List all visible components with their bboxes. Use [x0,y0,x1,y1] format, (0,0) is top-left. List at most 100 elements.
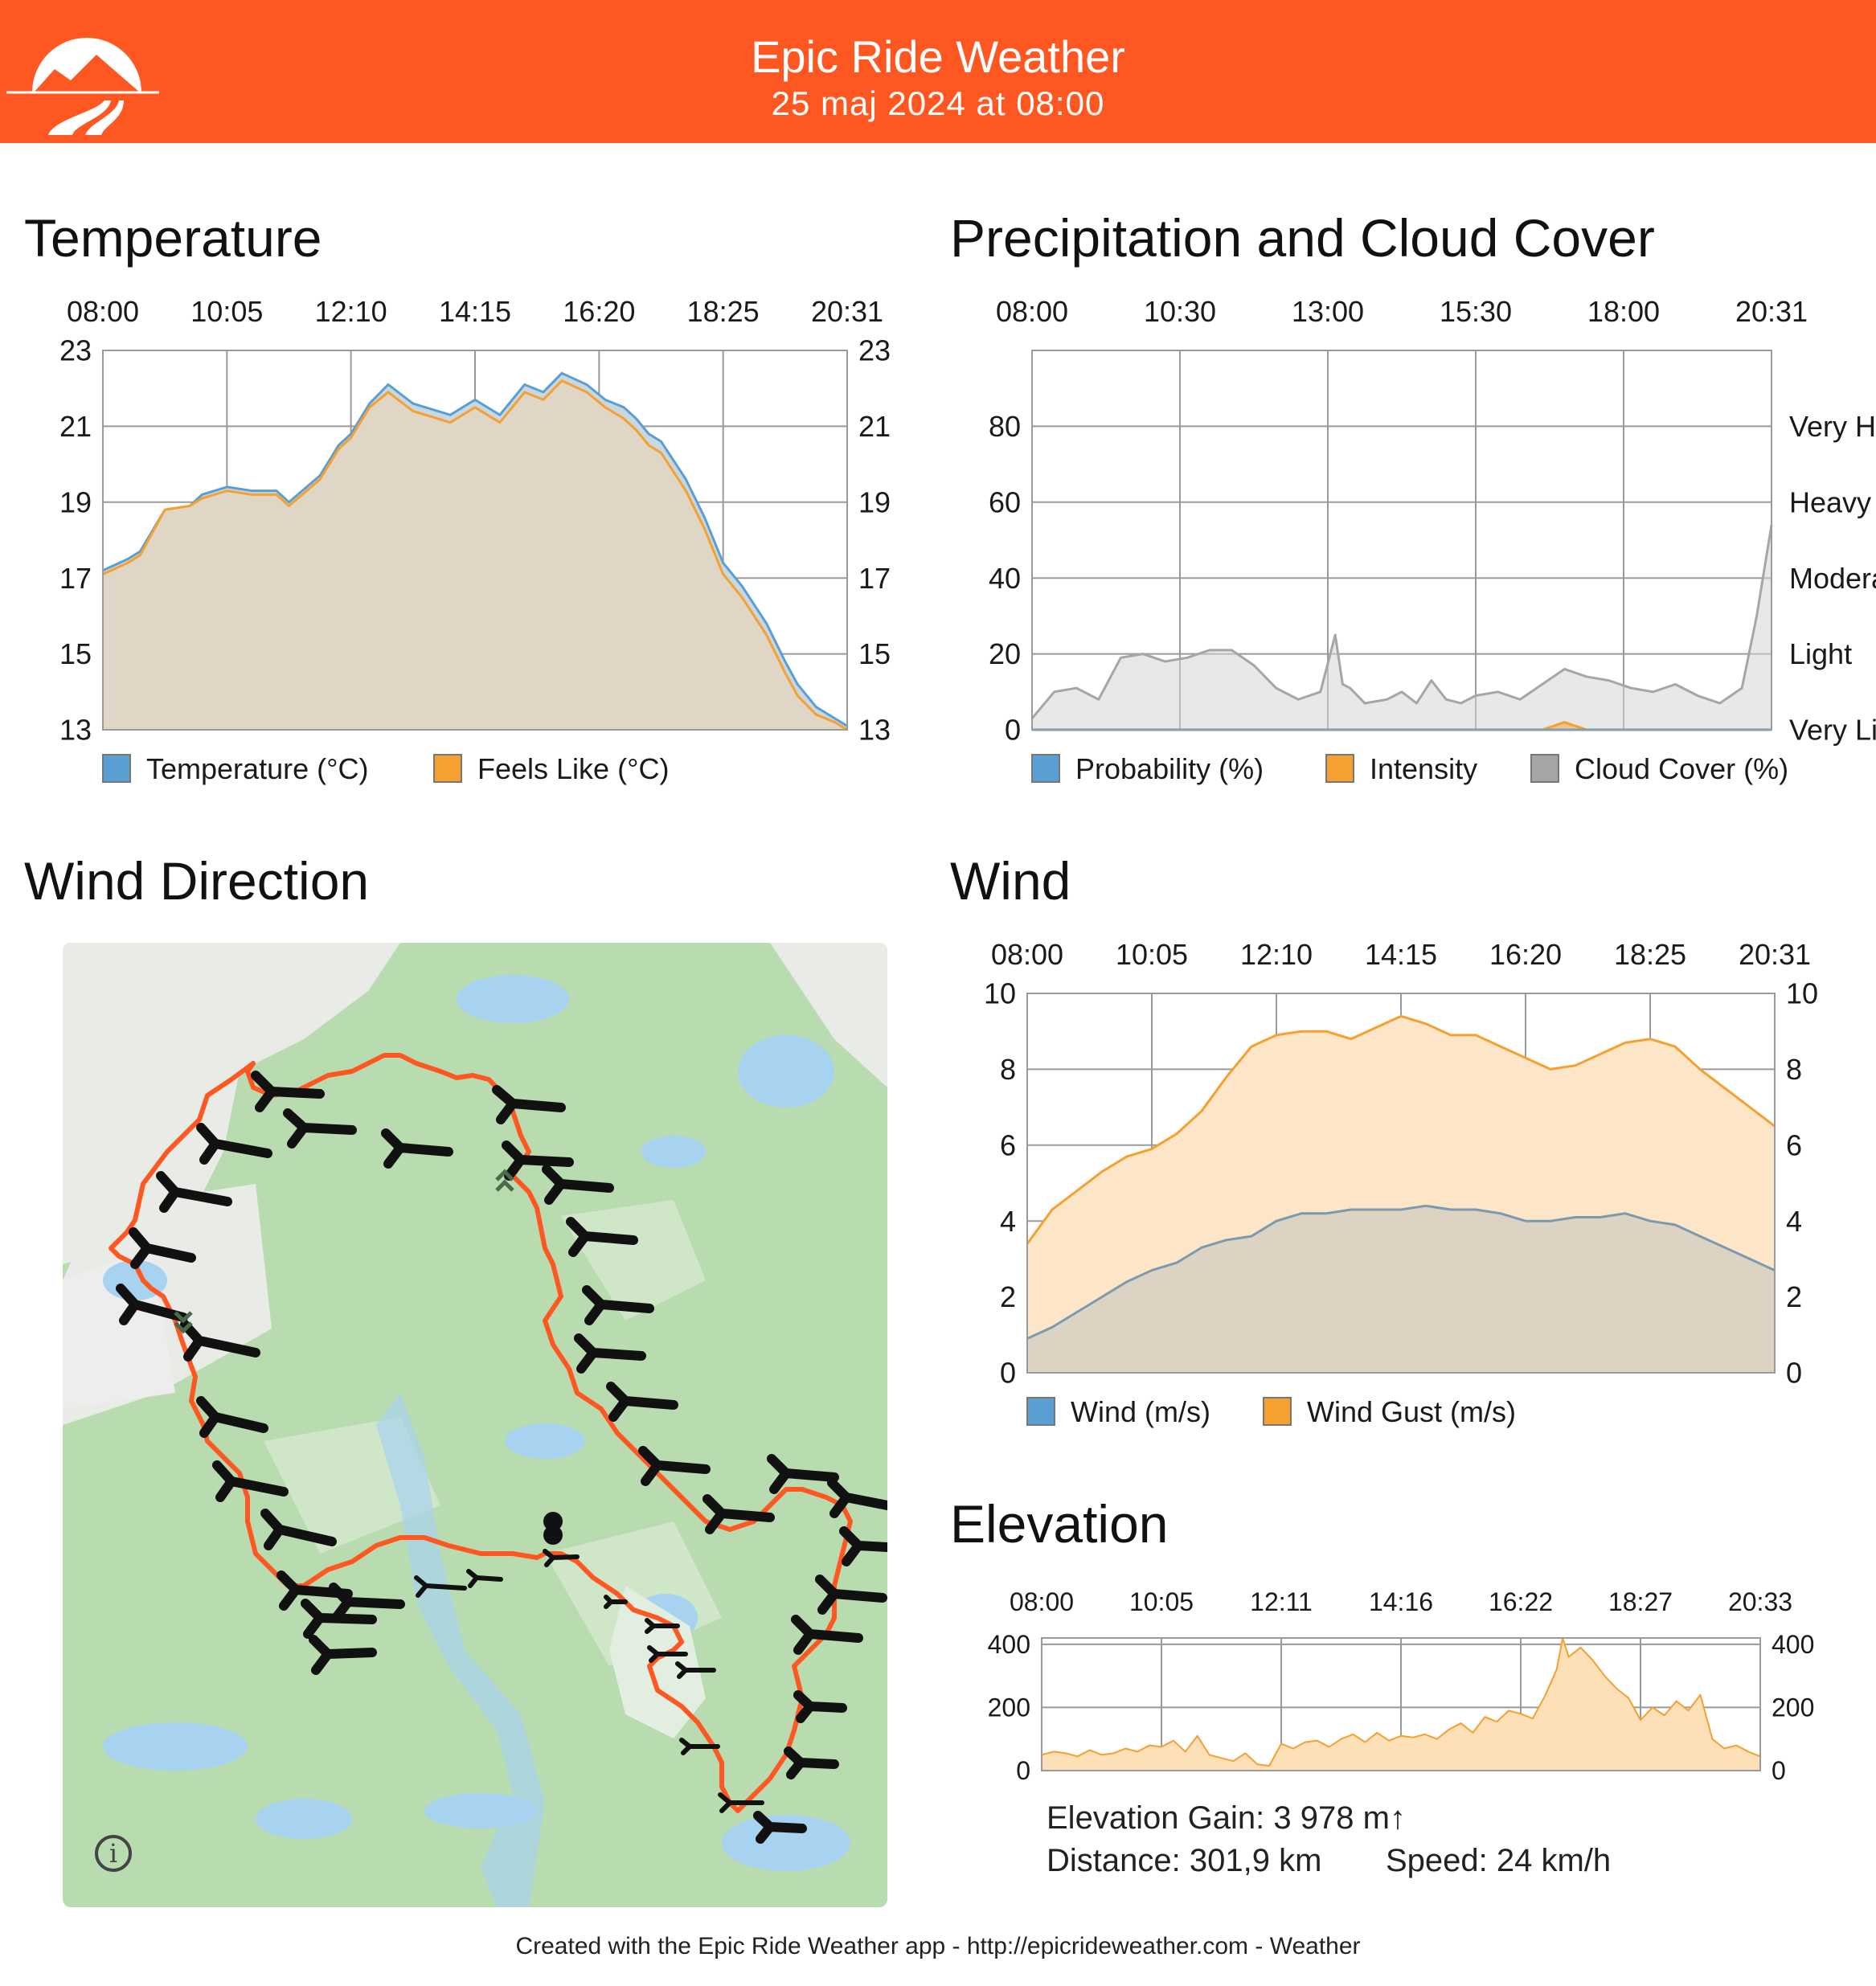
x-tick-label: 10:05 [1129,1587,1194,1616]
map-info-icon[interactable]: i [95,1835,132,1872]
x-tick-label: 12:10 [315,295,387,328]
legend-swatch [1263,1397,1292,1426]
x-tick-label: 18:25 [687,295,760,328]
precipitation-chart: 08:00 10:30 13:00 15:30 18:00 20:31 0 20 40 60 80 V… [989,295,1876,785]
y-tick-label: 60 [989,485,1021,518]
series-area-1 [103,380,847,730]
y2-tick-label: Very Heavy [1789,410,1876,443]
x-tick-label: 20:31 [1735,295,1808,328]
legend-swatch [1325,754,1354,783]
y-tick-label: 10 [984,977,1016,1010]
x-tick-label: 14:15 [439,295,511,328]
y-tick-label: 19 [59,485,92,518]
x-tick-label: 16:20 [1489,938,1562,971]
y-tick-label-right: 200 [1772,1693,1814,1722]
y-tick-label: 8 [1000,1053,1016,1086]
footer: Created with the Epic Ride Weather app -… [0,1933,1876,1960]
x-tick-label: 08:00 [1010,1587,1074,1616]
y-tick-label: 80 [989,410,1021,443]
wind-title: Wind [950,851,1071,911]
x-tick-label: 12:10 [1240,938,1313,971]
x-tick-label: 08:00 [67,295,139,328]
y-tick-label: 21 [59,410,92,443]
y-tick-label-right: 2 [1786,1280,1802,1313]
y-tick-label-right: 13 [858,714,891,747]
y-tick-label: 40 [989,562,1021,595]
x-tick-label: 10:05 [1116,938,1188,971]
x-tick-label: 13:00 [1292,295,1364,328]
elevation-chart: 08:00 10:05 12:11 14:16 16:22 18:27 20:33 0 0 200… [988,1587,1815,1785]
epic-ride-logo-icon [6,38,159,135]
y-tick-label: 20 [989,637,1021,670]
y-tick-label-right: 23 [858,334,891,367]
legend-label: Temperature (°C) [146,752,368,785]
y-tick-label: 2 [1000,1280,1016,1313]
wind-direction-map[interactable]: i [63,943,887,1907]
x-tick-label: 15:30 [1440,295,1512,328]
y2-tick-label: Light [1789,637,1852,670]
y-tick-label: 400 [988,1630,1030,1659]
footer-text: Created with the Epic Ride Weather app -… [515,1933,1270,1959]
footer-weather: Weather [1269,1933,1361,1959]
plot-frame [1031,350,1772,731]
y-tick-label: 6 [1000,1128,1016,1161]
series-area-0 [1027,1206,1775,1373]
distance: Distance: 301,9 km [1047,1843,1322,1878]
y2-tick-label: Very Light [1789,714,1876,747]
speed: Speed: 24 km/h [1386,1843,1612,1878]
y-tick-label-right: 17 [858,562,891,595]
y-tick-label: 0 [1000,1357,1016,1390]
x-tick-label: 18:00 [1587,295,1660,328]
series-line-0 [102,371,848,727]
legend-swatch [433,754,462,783]
x-tick-label: 16:22 [1489,1587,1553,1616]
x-tick-label: 20:31 [1739,938,1811,971]
wind-direction-title: Wind Direction [24,851,370,911]
wind-chart: 08:00 10:05 12:10 14:15 16:20 18:25 20:31 0 0 2 2 4… [984,938,1818,1428]
x-tick-label: 16:20 [563,295,635,328]
y-tick-label-right: 0 [1786,1357,1802,1390]
plot-frame [1041,1637,1761,1771]
legend-swatch [102,754,131,783]
plot-frame [102,350,848,731]
x-tick-label: 08:00 [991,938,1063,971]
y-tick-label-right: 15 [858,637,891,670]
x-tick-label: 18:25 [1614,938,1686,971]
x-tick-label: 14:15 [1365,938,1437,971]
y-tick-label-right: 19 [858,485,891,518]
ride-date: 25 maj 2024 at 08:00 [771,84,1105,122]
legend-label: Probability (%) [1075,752,1264,785]
legend-label: Cloud Cover (%) [1575,752,1788,785]
x-tick-label: 14:16 [1369,1587,1433,1616]
x-tick-label: 20:33 [1728,1587,1792,1616]
app-title: Epic Ride Weather [751,31,1125,82]
y-tick-label: 0 [1016,1756,1030,1785]
legend-label: Feels Like (°C) [477,752,669,785]
y-tick-label-right: 8 [1786,1053,1802,1086]
y-tick-label: 23 [59,334,92,367]
y-tick-label-right: 21 [858,410,891,443]
series-line-1 [102,379,848,731]
elevation-gain: Elevation Gain: 3 978 m↑ [1047,1800,1406,1836]
y-tick-label: 0 [1005,714,1021,747]
y-tick-label-right: 10 [1786,977,1818,1010]
y-tick-label: 4 [1000,1205,1016,1238]
elevation-title: Elevation [950,1494,1169,1554]
plot-frame [1026,993,1776,1374]
x-tick-label: 18:27 [1608,1587,1673,1616]
y-tick-label-right: 4 [1786,1205,1802,1238]
y-tick-label: 13 [59,714,92,747]
x-tick-label: 08:00 [996,295,1068,328]
series-line-1 [1026,1014,1776,1245]
legend-swatch [1031,754,1060,783]
y-tick-label-right: 400 [1772,1630,1814,1659]
y-tick-label: 15 [59,637,92,670]
map-canvas[interactable] [63,943,887,1907]
series-line-0 [1041,1637,1761,1767]
series-line-2 [1030,524,1773,719]
legend-swatch [1530,754,1559,783]
series-area-2 [1032,525,1772,730]
y2-tick-label: Heavy [1789,485,1871,518]
temperature-title: Temperature [24,208,322,268]
y-tick-label: 200 [988,1693,1030,1722]
